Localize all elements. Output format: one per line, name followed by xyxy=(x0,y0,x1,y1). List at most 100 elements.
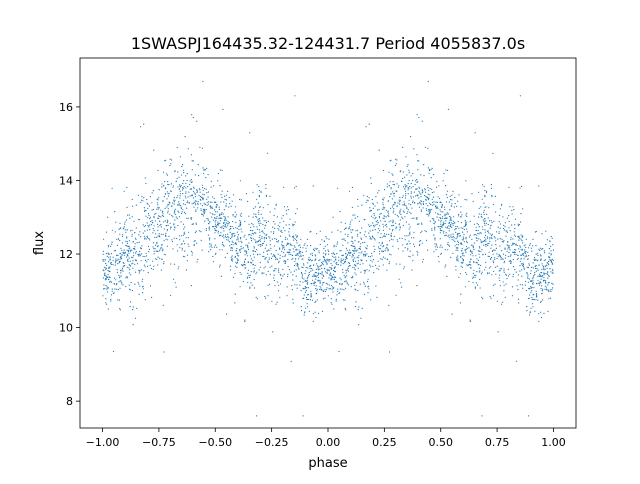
data-point xyxy=(318,312,320,314)
data-point xyxy=(494,258,496,260)
data-point xyxy=(304,312,306,314)
data-point xyxy=(527,258,529,260)
data-point xyxy=(410,191,412,193)
data-point xyxy=(199,189,201,191)
data-point xyxy=(186,202,188,204)
data-point xyxy=(408,172,410,174)
data-point xyxy=(513,231,515,233)
data-point xyxy=(289,249,291,251)
data-point xyxy=(363,255,365,257)
data-point xyxy=(192,190,195,192)
data-point xyxy=(134,317,137,319)
data-point xyxy=(349,249,351,251)
data-point xyxy=(333,267,335,270)
data-point xyxy=(438,219,440,221)
data-point xyxy=(267,261,269,264)
data-point xyxy=(202,197,205,199)
data-point xyxy=(395,190,397,192)
data-point xyxy=(219,226,221,228)
data-point xyxy=(486,237,489,239)
data-point xyxy=(340,250,342,252)
data-point xyxy=(382,223,384,225)
data-point xyxy=(386,183,388,185)
data-point xyxy=(258,206,261,208)
data-point xyxy=(307,298,309,300)
data-point xyxy=(217,172,220,175)
data-point xyxy=(239,272,241,274)
data-point xyxy=(460,261,462,263)
data-point xyxy=(293,187,296,189)
data-point xyxy=(399,199,401,201)
data-point xyxy=(499,268,501,270)
data-point xyxy=(339,277,341,279)
data-point xyxy=(143,225,145,228)
data-point xyxy=(153,242,155,244)
y-axis-label: flux xyxy=(32,231,47,255)
data-point xyxy=(323,256,325,259)
data-point xyxy=(524,244,526,246)
data-point xyxy=(435,205,437,207)
data-point xyxy=(413,237,415,239)
data-point xyxy=(407,209,409,211)
data-point xyxy=(287,206,289,208)
data-point xyxy=(227,225,229,227)
data-point xyxy=(322,290,324,293)
data-point xyxy=(298,258,300,260)
data-point xyxy=(335,245,337,247)
data-point xyxy=(538,320,540,322)
data-point xyxy=(531,266,533,268)
data-point xyxy=(162,210,164,212)
data-point xyxy=(240,224,242,226)
data-point xyxy=(446,212,449,214)
data-point xyxy=(195,230,197,232)
data-point xyxy=(103,259,105,261)
data-point xyxy=(418,160,420,162)
data-point xyxy=(528,288,530,290)
data-point xyxy=(128,272,130,274)
data-point xyxy=(170,226,172,228)
data-point xyxy=(485,261,487,264)
data-point xyxy=(232,227,235,229)
data-point xyxy=(538,282,540,284)
data-point xyxy=(410,195,412,197)
data-point xyxy=(409,233,411,235)
data-point xyxy=(552,268,554,270)
data-point xyxy=(333,278,335,280)
data-point xyxy=(144,299,146,301)
data-point xyxy=(517,236,519,238)
data-point xyxy=(341,288,343,290)
data-point xyxy=(292,257,294,259)
data-point xyxy=(535,265,537,267)
data-point xyxy=(132,252,135,254)
y-tick-label: 12 xyxy=(59,248,73,261)
data-point xyxy=(193,206,195,208)
data-point xyxy=(295,269,297,271)
data-point xyxy=(272,232,275,235)
data-point xyxy=(483,218,486,220)
data-point xyxy=(384,220,386,222)
data-point xyxy=(129,306,131,308)
data-point xyxy=(417,252,419,254)
data-point xyxy=(215,201,217,204)
data-point xyxy=(316,276,318,278)
data-point xyxy=(333,246,335,248)
data-point xyxy=(514,235,517,237)
data-point xyxy=(517,225,520,227)
data-point xyxy=(236,262,238,264)
data-point xyxy=(196,242,198,244)
data-point xyxy=(296,265,298,267)
data-point xyxy=(145,224,147,227)
data-point xyxy=(176,244,178,246)
data-point xyxy=(498,221,500,223)
data-point xyxy=(298,252,300,254)
data-point xyxy=(279,226,281,228)
data-point xyxy=(183,231,185,233)
data-point xyxy=(220,234,222,236)
data-point xyxy=(386,258,388,260)
data-point xyxy=(118,274,120,276)
data-point xyxy=(326,268,328,270)
data-point xyxy=(201,147,203,149)
data-point xyxy=(214,228,216,230)
data-point xyxy=(393,192,396,194)
data-point xyxy=(315,285,317,287)
